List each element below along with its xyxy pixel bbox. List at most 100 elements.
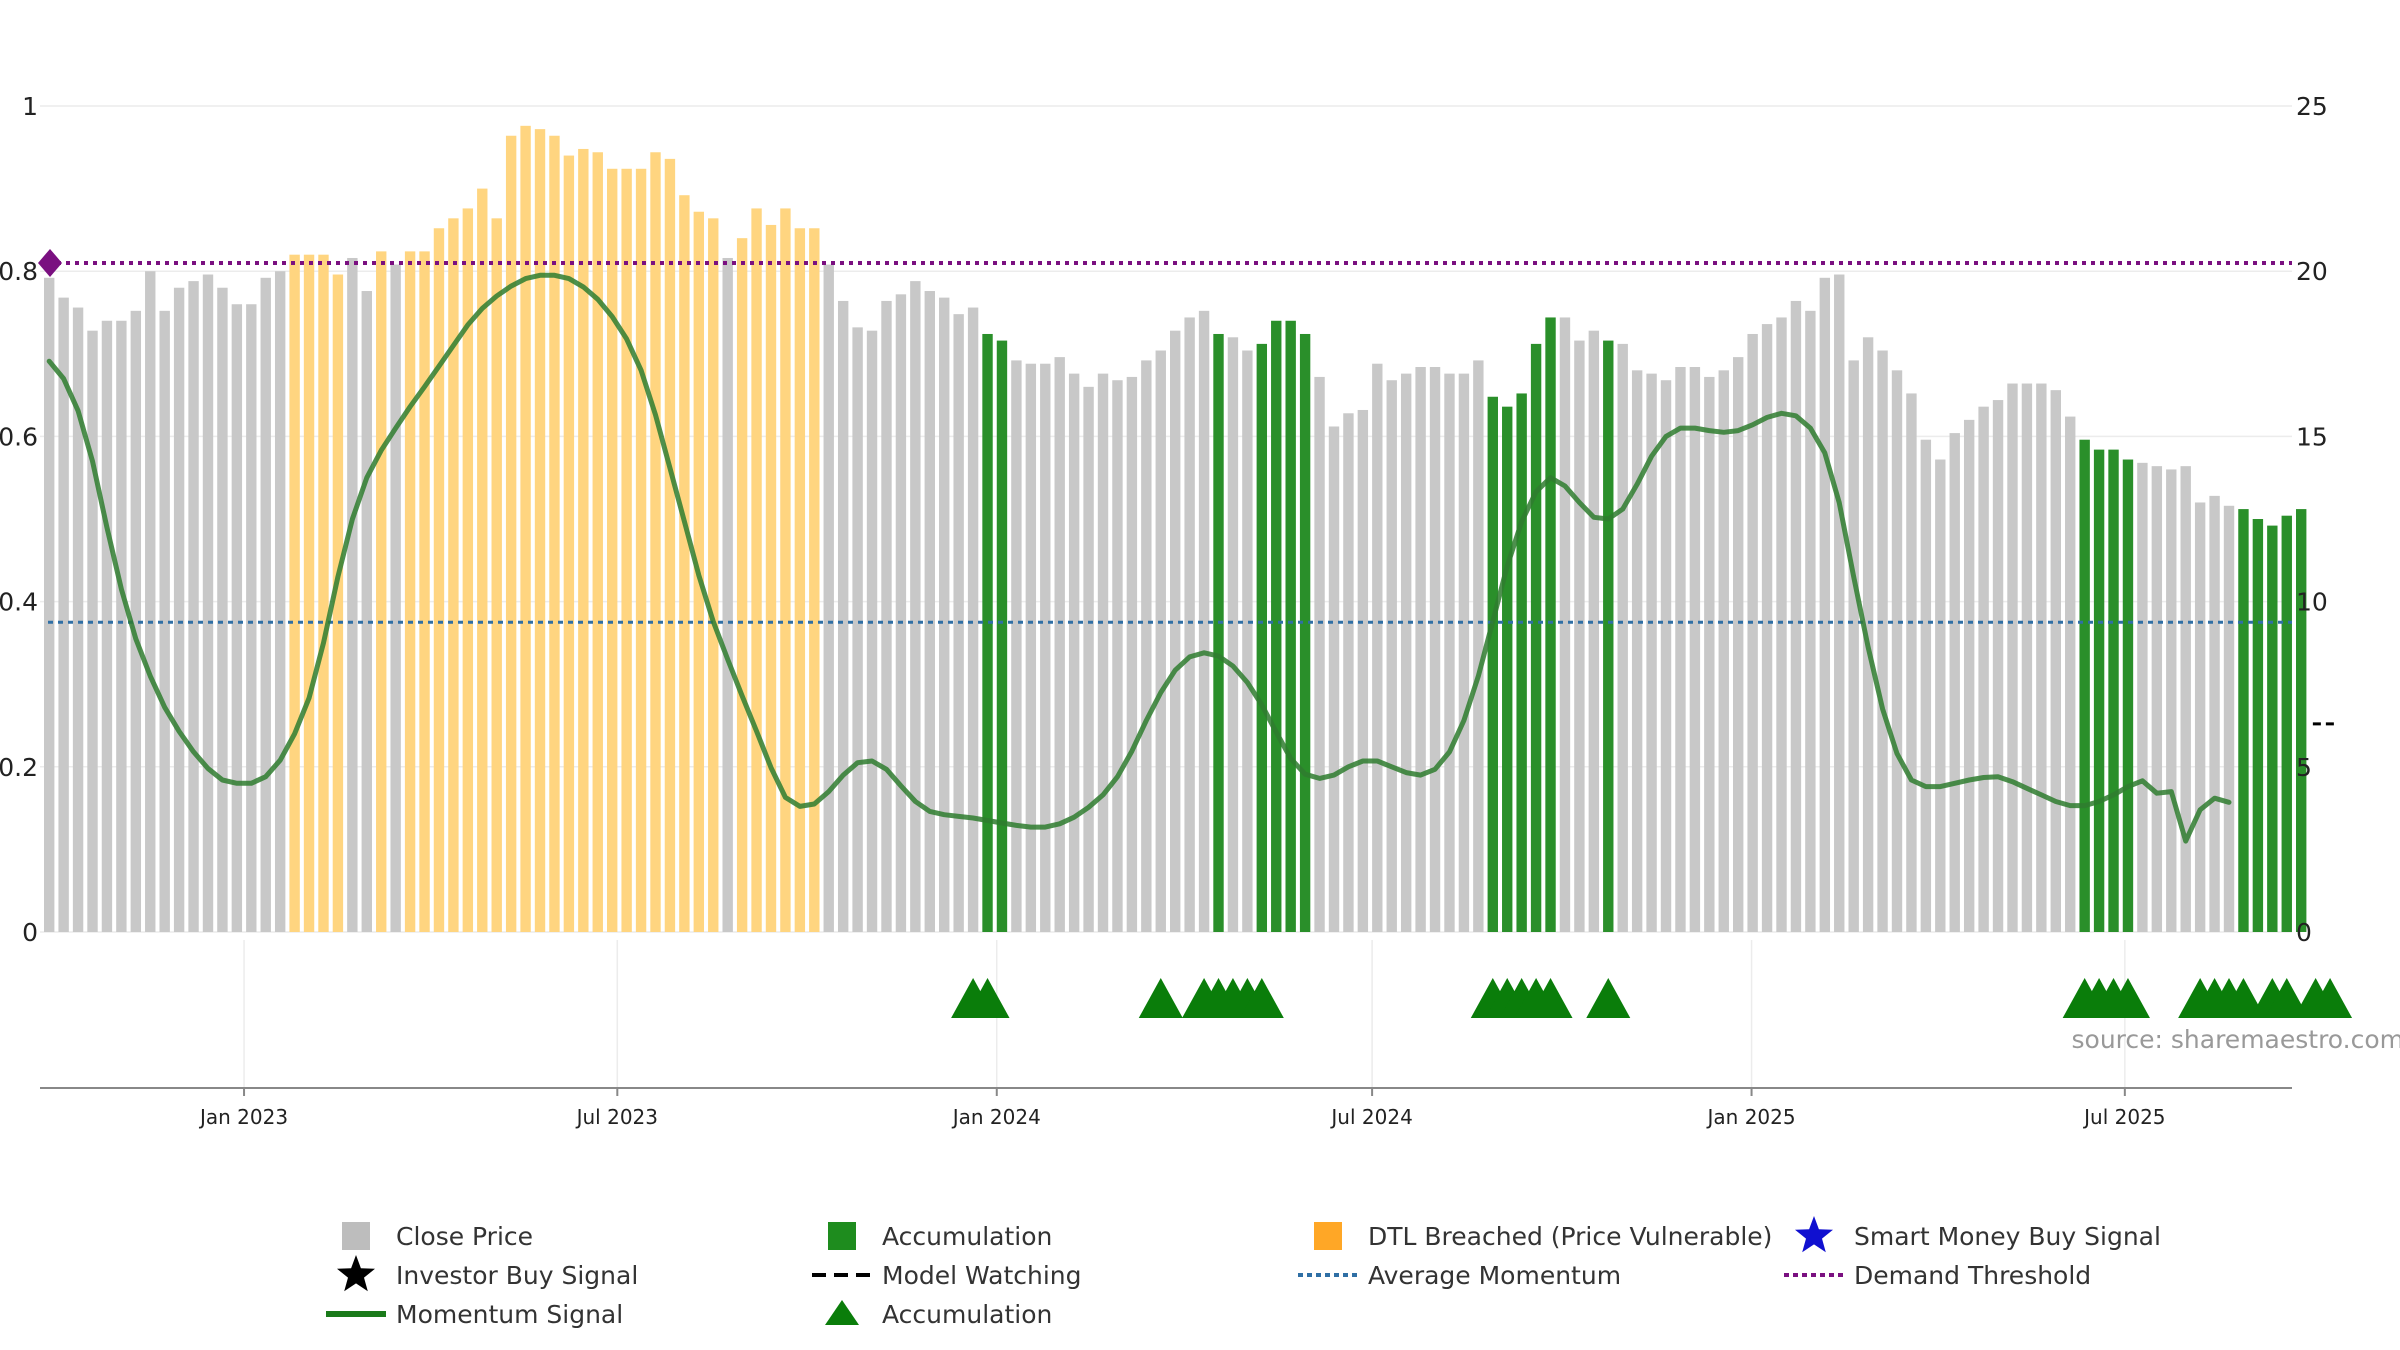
dtl-breached-bar	[679, 195, 690, 932]
close-price-bar	[2223, 505, 2235, 932]
right-tick-label: 25	[2296, 92, 2328, 121]
close-price-bar	[967, 307, 979, 932]
close-price-bar	[1906, 393, 1917, 932]
close-price-bar	[1949, 433, 1960, 932]
close-price-bar	[1170, 330, 1181, 932]
close-price-bar	[347, 257, 358, 932]
momentum-signal-line	[46, 272, 2232, 844]
legend-label: DTL Breached (Price Vulnerable)	[1368, 1222, 1772, 1251]
close-price-bar	[1935, 459, 1946, 932]
close-price-bar	[2050, 390, 2061, 932]
legend-label: Investor Buy Signal	[396, 1261, 638, 1290]
close-price-bar	[1675, 367, 1686, 932]
source-credit: source: sharemaestro.com	[2072, 1025, 2400, 1054]
accumulation-triangle	[2221, 978, 2266, 1018]
x-tick-label: Jul 2023	[575, 1105, 658, 1129]
close-price-bar	[1011, 360, 1022, 933]
close-price-bar	[1155, 350, 1166, 933]
dtl-breached-bar	[419, 251, 430, 933]
left-tick-label: 0.4	[0, 588, 38, 617]
dtl-breached-bar	[303, 254, 315, 932]
close-price-bar	[1328, 426, 1340, 932]
close-price-bar	[188, 281, 199, 932]
close-price-bar	[1862, 337, 1874, 932]
accumulation-signal-markers	[951, 978, 2353, 1018]
orange-square-icon	[1314, 1222, 1342, 1250]
right-tick-label: 20	[2296, 257, 2328, 286]
accumulation-bar	[982, 333, 993, 932]
close-price-bar	[1631, 370, 1643, 932]
close-price-bar	[1473, 360, 1484, 933]
x-tick-label: Jul 2025	[2082, 1105, 2165, 1129]
accumulation-bar	[1530, 343, 1542, 932]
accumulation-bar	[1545, 317, 1556, 932]
close-price-bar	[1314, 376, 1325, 933]
dtl-breached-bar	[650, 152, 661, 933]
dtl-breached-bar	[491, 218, 502, 932]
close-price-bar	[274, 271, 286, 932]
close-price-bar	[2021, 383, 2033, 932]
dtl-breached-bar	[578, 148, 589, 932]
close-price-bar	[1400, 373, 1412, 932]
close-price-bar	[1126, 376, 1138, 933]
legend-label: Accumulation	[882, 1222, 1052, 1251]
close-price-bar	[852, 327, 863, 932]
dtl-breached-bar	[708, 218, 719, 932]
dtl-breached-bar	[621, 168, 632, 932]
dtl-breached-bar	[780, 208, 791, 932]
close-price-bar	[1790, 300, 1802, 932]
close-price-bar	[72, 307, 84, 932]
close-price-bar	[1761, 324, 1773, 933]
dtl-breached-bar	[376, 251, 387, 933]
close-price-bars	[44, 125, 2307, 933]
close-price-bar	[823, 264, 834, 932]
dtl-breached-bar	[505, 135, 517, 933]
accumulation-bar	[2079, 439, 2090, 932]
close-price-bar	[1891, 370, 1903, 932]
close-price-bar	[44, 277, 55, 933]
x-axis: Jan 2023 Jul 2023 Jan 2024 Jul 2024 Jan 2025…	[40, 1087, 2292, 1129]
close-price-bar	[1372, 363, 1383, 932]
close-price-bar	[881, 300, 892, 932]
left-axis-ticks: 0 0.2 0.4 0.6 0.8 1	[0, 92, 38, 947]
accumulation-bar	[996, 340, 1008, 933]
close-price-bar	[1083, 386, 1094, 933]
accumulation-bar	[2252, 519, 2264, 932]
right-tick-label: 15	[2296, 422, 2328, 451]
close-price-bar	[217, 287, 228, 933]
close-price-bar	[2209, 495, 2220, 932]
x-tick-label: Jul 2024	[1329, 1105, 1412, 1129]
accumulation-triangle	[2105, 978, 2150, 1018]
dtl-breached-bar	[534, 129, 546, 933]
close-price-bar	[1617, 343, 1628, 932]
close-price-bar	[1141, 360, 1152, 933]
close-price-bar	[260, 277, 271, 933]
close-price-bar	[58, 297, 69, 933]
grey-square-icon	[342, 1222, 370, 1250]
close-price-bar	[231, 304, 243, 932]
accumulation-bar	[1487, 396, 1498, 932]
legend-label: Smart Money Buy Signal	[1854, 1222, 2161, 1251]
dtl-breached-bar	[592, 152, 603, 933]
close-price-bar	[2137, 462, 2148, 932]
x-tick-label: Jan 2023	[198, 1105, 288, 1129]
dtl-breached-bar	[635, 168, 647, 932]
close-price-bar	[173, 287, 185, 933]
close-price-bar	[1978, 406, 1989, 932]
close-price-bar	[924, 291, 935, 932]
close-price-bar	[2151, 466, 2163, 932]
accumulation-triangle	[2308, 978, 2353, 1018]
close-price-bar	[1718, 370, 1729, 932]
dtl-breached-bar	[477, 188, 488, 933]
close-price-bar	[722, 257, 733, 932]
close-price-bar	[1992, 400, 2004, 932]
close-price-bar	[1689, 367, 1701, 932]
dtl-breached-bar	[448, 218, 459, 932]
dtl-breached-bar	[289, 254, 300, 932]
legend-label: Model Watching	[882, 1261, 1082, 1290]
dtl-breached-bar	[765, 224, 777, 933]
accumulation-triangle	[2264, 978, 2309, 1018]
accumulation-bar	[1271, 320, 1282, 932]
close-price-bar	[1429, 367, 1441, 932]
grid-lines	[40, 105, 2292, 1088]
